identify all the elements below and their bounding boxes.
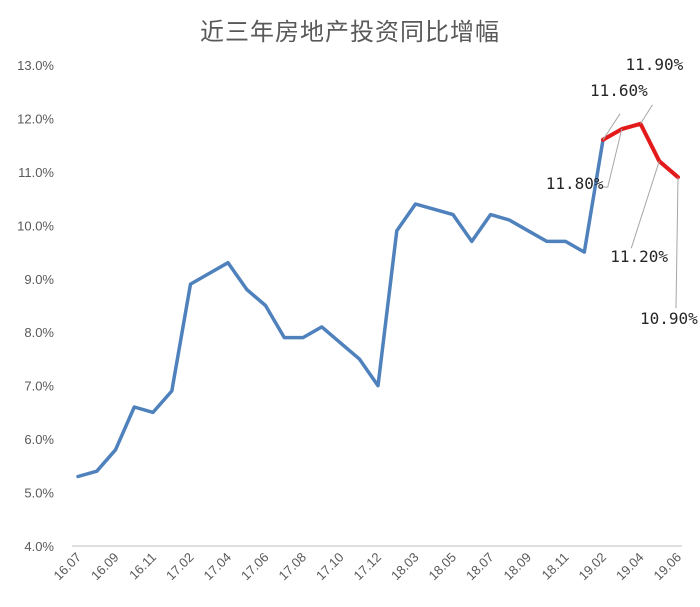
annotation-leader-lines [599, 104, 679, 309]
y-tick-label: 6.0% [24, 432, 54, 447]
leader-line [675, 177, 679, 309]
data-label: 10.90% [640, 309, 698, 328]
y-tick-label: 10.0% [17, 218, 54, 233]
x-tick-label: 17.02 [163, 550, 197, 584]
x-tick-label: 17.04 [201, 550, 235, 584]
x-tick-label: 16.11 [126, 550, 159, 583]
x-tick-label: 18.07 [463, 550, 497, 584]
x-axis: 16.07 16.09 16.11 17.02 17.04 17.06 17.08 17.10… [51, 545, 685, 584]
data-label: 11.60% [590, 81, 648, 100]
x-tick-label: 17.08 [276, 550, 310, 584]
y-axis: 4.0% 5.0% 6.0% 7.0% 8.0% 9.0% 10.0% 11.0% 12.0% 1… [17, 58, 54, 554]
x-tick-label: 18.09 [501, 550, 535, 584]
series-lines [76, 121, 680, 479]
data-labels: 11.60% 11.80% 11.90% 11.20% 10.90% [546, 55, 698, 328]
y-tick-label: 5.0% [24, 486, 54, 501]
x-tick-label: 17.10 [313, 550, 347, 584]
y-tick-label: 7.0% [24, 379, 54, 394]
data-label: 11.80% [546, 174, 604, 193]
y-tick-label: 11.0% [18, 165, 54, 180]
y-tick-label: 9.0% [24, 272, 54, 287]
x-tick-label: 19.02 [576, 550, 610, 584]
x-tick-label: 18.05 [426, 550, 460, 584]
data-label: 11.20% [610, 247, 668, 266]
series-line-highlight [601, 121, 680, 180]
leader-line [602, 113, 621, 141]
data-label: 11.90% [626, 55, 684, 74]
y-tick-label: 12.0% [17, 111, 54, 126]
x-tick-label: 18.11 [539, 550, 572, 583]
y-tick-label: 13.0% [17, 58, 54, 73]
y-tick-label: 4.0% [24, 539, 54, 554]
x-tick-label: 17.12 [351, 550, 385, 584]
series-line-main [76, 138, 605, 479]
chart-title: 近三年房地产投资同比增幅 [200, 18, 500, 46]
x-tick-label: 16.07 [51, 550, 85, 584]
y-tick-label: 8.0% [24, 325, 54, 340]
x-tick-label: 19.06 [651, 550, 685, 584]
leader-line [630, 161, 660, 249]
x-tick-label: 16.09 [88, 550, 122, 584]
x-tick-label: 18.03 [388, 550, 422, 584]
leader-line [599, 129, 623, 188]
leader-line [640, 104, 653, 125]
x-tick-label: 17.06 [238, 550, 272, 584]
x-tick-label: 19.04 [613, 550, 647, 584]
